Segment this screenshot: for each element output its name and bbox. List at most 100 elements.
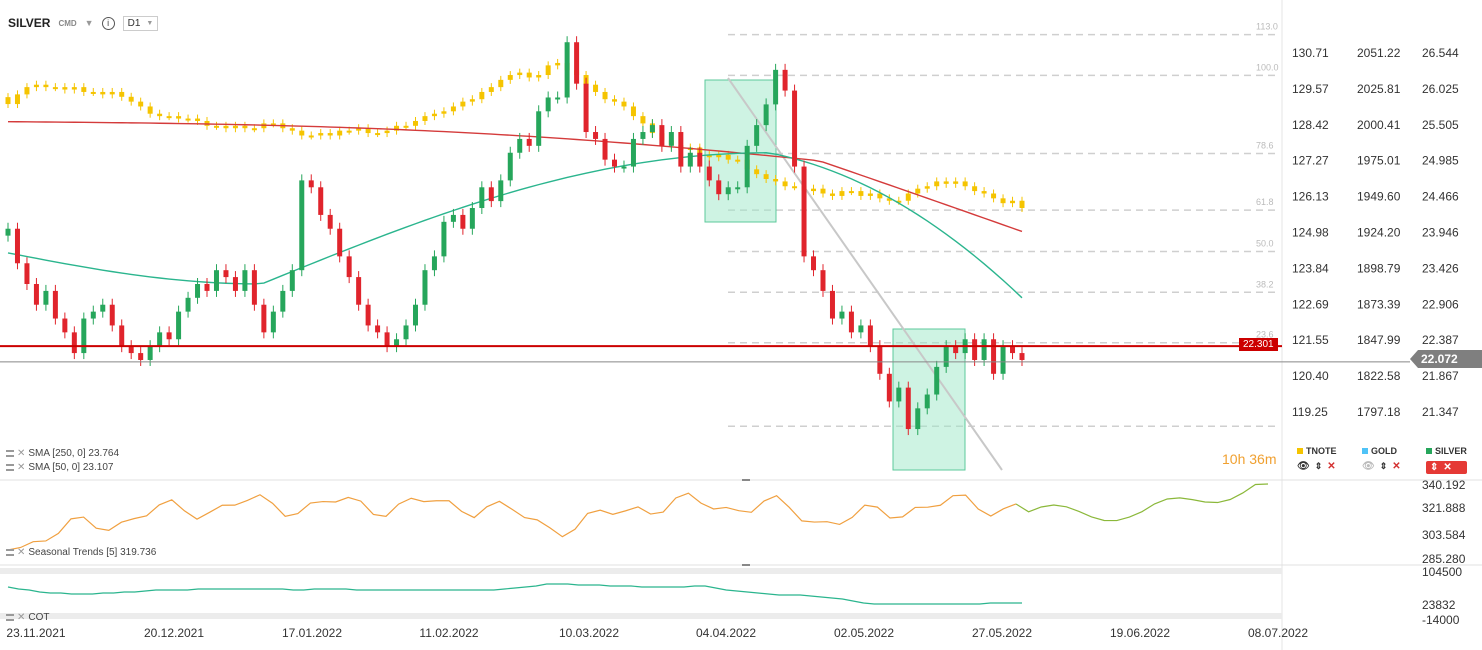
axis-gold-tick: 1873.39: [1357, 297, 1401, 311]
indicator-sma250-label: SMA [250, 0] 23.764: [28, 448, 120, 459]
axis-silver-tick: 23.426: [1422, 261, 1459, 275]
axis-tnote-tick: 121.55: [1292, 333, 1329, 347]
tnote-candle: [403, 125, 409, 128]
timeframe-select[interactable]: D1 ▼: [122, 15, 159, 31]
tnote-candle: [166, 116, 172, 119]
close-icon[interactable]: ✕: [1392, 461, 1401, 472]
tnote-candle: [754, 169, 760, 175]
silver-candle: [52, 290, 58, 319]
tnote-candle: [242, 125, 248, 129]
axis-tnote-tick: 123.84: [1292, 261, 1329, 275]
tnote-candle: [811, 188, 817, 192]
seasonal-axis-tick: 340.192: [1422, 478, 1466, 492]
info-icon[interactable]: i: [101, 16, 115, 30]
close-icon[interactable]: ✕: [17, 612, 26, 623]
fib-level-label: 78.6: [1256, 140, 1274, 150]
silver-candle: [81, 318, 87, 354]
silver-candle: [299, 180, 305, 271]
silver-candle: [668, 132, 674, 146]
tnote-candle: [829, 193, 835, 196]
silver-candle: [1010, 346, 1016, 354]
close-icon[interactable]: ✕: [1443, 462, 1452, 473]
silver-candle: [725, 187, 731, 195]
tnote-candle: [1019, 200, 1025, 209]
tnote-candle: [43, 84, 49, 88]
silver-candle: [659, 125, 665, 146]
hamburger-icon[interactable]: [6, 614, 14, 621]
compare-gold[interactable]: GOLD 👁 ⇕ ✕: [1362, 446, 1401, 472]
indicator-sma50[interactable]: ✕ SMA [50, 0] 23.107: [6, 462, 113, 473]
silver-candle: [147, 346, 153, 360]
trend-line: [727, 77, 1003, 471]
close-icon[interactable]: ✕: [17, 547, 26, 558]
compare-tnote[interactable]: TNOTE 👁 ⇕ ✕: [1297, 446, 1337, 472]
symbol-dropdown-icon[interactable]: ▼: [84, 18, 94, 28]
close-icon[interactable]: ✕: [17, 462, 26, 473]
axis-gold-tick: 1949.60: [1357, 190, 1401, 204]
silver-candle: [564, 42, 570, 98]
axis-silver-tick: 26.025: [1422, 82, 1459, 96]
tnote-candle: [223, 125, 229, 129]
eye-icon[interactable]: 👁: [1362, 461, 1375, 472]
tnote-candle: [848, 191, 854, 194]
silver-candle: [829, 290, 835, 319]
indicator-cot[interactable]: ✕ COT: [6, 612, 50, 623]
tnote-candle: [839, 191, 845, 196]
hamburger-icon[interactable]: [6, 549, 14, 556]
tnote-candle: [441, 111, 447, 114]
tnote-candle: [119, 91, 125, 97]
silver-candle: [773, 69, 779, 105]
fib-level-label: 38.2: [1256, 279, 1274, 289]
indicator-cot-label: COT: [28, 612, 50, 623]
eye-icon[interactable]: 👁: [1297, 461, 1310, 472]
close-icon[interactable]: ✕: [17, 448, 26, 459]
indicator-seasonal[interactable]: ✕ Seasonal Trends [5] 319.736: [6, 547, 156, 558]
silver-candle: [498, 180, 504, 202]
indicator-sma250[interactable]: ✕ SMA [250, 0] 23.764: [6, 448, 119, 459]
tnote-candle: [896, 200, 902, 203]
silver-candle: [213, 270, 219, 291]
axis-silver-tick: 24.466: [1422, 190, 1459, 204]
candle-timer: 10h 36m: [1222, 451, 1277, 467]
silver-candle: [242, 270, 248, 291]
tnote-candle: [640, 116, 646, 124]
x-axis-tick: 08.07.2022: [1248, 626, 1308, 640]
axis-gold-tick: 1898.79: [1357, 261, 1401, 275]
silver-series: [5, 36, 1025, 436]
tnote-candle: [431, 113, 437, 117]
tnote-candle: [308, 135, 314, 138]
silver-candle: [422, 270, 428, 305]
silver-candle: [138, 353, 144, 360]
tnote-candle: [526, 72, 532, 78]
axis-gold-tick: 1822.58: [1357, 369, 1401, 383]
hamburger-icon[interactable]: [6, 464, 14, 471]
last-price-badge: 22.072: [1410, 350, 1482, 368]
silver-candle: [735, 187, 741, 190]
reorder-icon[interactable]: ⇕: [1430, 462, 1439, 473]
silver-candle: [687, 152, 693, 167]
tnote-candle: [289, 128, 295, 131]
compare-silver[interactable]: SILVER ⇕ ✕: [1426, 446, 1467, 474]
tnote-candle: [327, 133, 333, 136]
tnote-candle: [858, 191, 864, 196]
reorder-icon[interactable]: ⇕: [1379, 461, 1388, 471]
silver-candle: [621, 166, 627, 169]
tnote-candle: [71, 87, 77, 90]
reorder-icon[interactable]: ⇕: [1314, 461, 1323, 471]
symbol-label[interactable]: SILVER: [8, 16, 51, 30]
hamburger-icon[interactable]: [6, 450, 14, 457]
silver-candle: [43, 290, 49, 305]
axis-silver-tick: 21.867: [1422, 369, 1459, 383]
silver-candle: [763, 104, 769, 126]
close-icon[interactable]: ✕: [1327, 461, 1336, 472]
silver-candle: [536, 111, 542, 146]
silver-candle: [318, 187, 324, 215]
axis-gold-tick: 2025.81: [1357, 82, 1401, 96]
silver-candle: [517, 138, 523, 153]
tnote-candle: [602, 91, 608, 100]
silver-candle: [943, 346, 949, 367]
cot-axis-tick: 104500: [1422, 565, 1462, 579]
horizontal-line-label[interactable]: 22.301: [1239, 338, 1278, 351]
tnote-candle: [877, 193, 883, 199]
